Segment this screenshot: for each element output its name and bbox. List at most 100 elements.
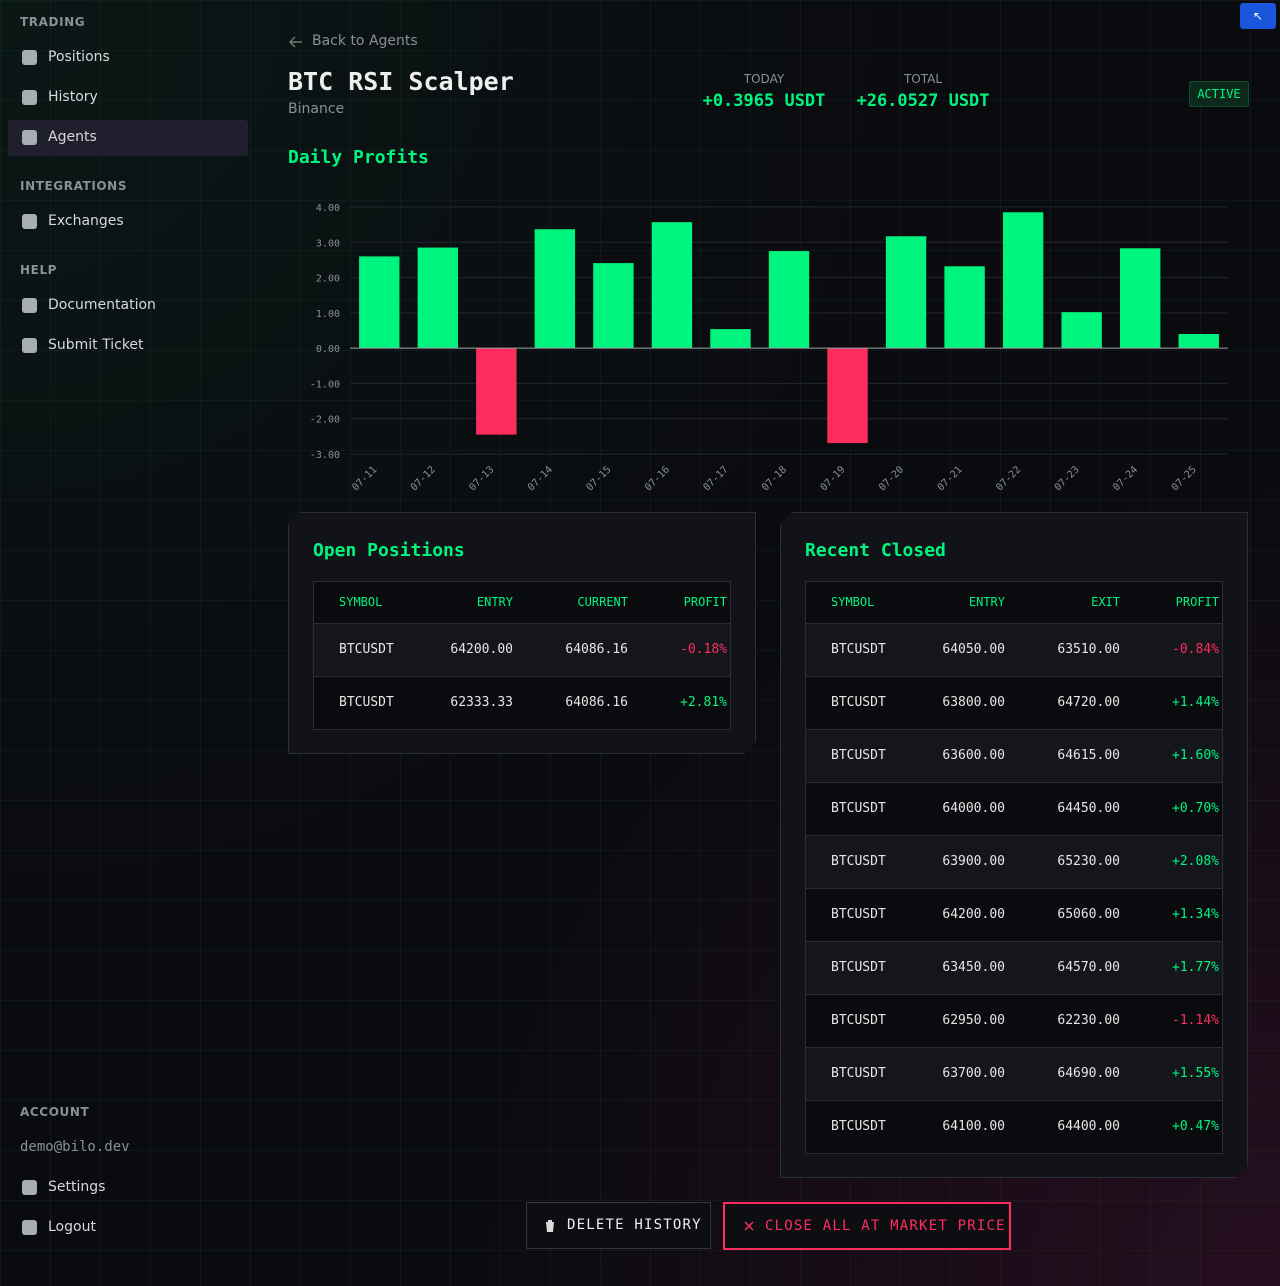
table: SYMBOL ENTRY EXIT PROFIT BTCUSDT 64050.00 6351… xyxy=(805,581,1223,1154)
bar xyxy=(417,247,458,349)
nav-label: Exchanges xyxy=(48,213,124,229)
y-tick-label: 2.00 xyxy=(316,274,340,285)
row-divider xyxy=(806,888,1222,889)
nav-label: Logout xyxy=(48,1219,96,1235)
panel: Open Positions SYMBOL ENTRY CURRENT PROFIT BT… xyxy=(288,512,756,754)
row-divider xyxy=(806,676,1222,677)
table-cell: +1.77% xyxy=(1172,960,1219,975)
row-divider xyxy=(314,676,730,677)
table-cell: 62333.33 xyxy=(450,695,513,710)
section-title: INTEGRATIONS xyxy=(20,179,128,193)
nav-item[interactable]: Positions xyxy=(8,40,248,76)
table-cell: 63800.00 xyxy=(942,695,1005,710)
close-all-button[interactable]: CLOSE ALL AT MARKET PRICE xyxy=(723,1202,1011,1250)
table-cell: +0.47% xyxy=(1172,1119,1219,1134)
row-bg xyxy=(806,624,1222,676)
table-header: ENTRY xyxy=(968,595,1005,609)
nav-item[interactable]: Agents xyxy=(8,120,248,156)
y-tick-label: -3.00 xyxy=(310,450,340,461)
table-cell: 64086.16 xyxy=(565,695,628,710)
table-cell: 64400.00 xyxy=(1057,1119,1120,1134)
nav-icon xyxy=(22,214,37,229)
x-tick-label: 07-11 xyxy=(350,464,379,493)
table-cell: 65060.00 xyxy=(1057,907,1120,922)
delete-history-label: DELETE HISTORY xyxy=(567,1217,702,1233)
row-divider xyxy=(806,994,1222,995)
row-divider xyxy=(806,782,1222,783)
x-tick-label: 07-17 xyxy=(702,464,731,493)
table-cell: -0.84% xyxy=(1172,642,1219,657)
stat-label: TODAY xyxy=(743,72,785,86)
table-cell: +1.34% xyxy=(1172,907,1219,922)
nav-item[interactable]: Submit Ticket xyxy=(8,328,248,364)
nav-item[interactable]: History xyxy=(8,80,248,116)
x-tick-label: 07-24 xyxy=(1111,464,1140,493)
nav-item[interactable]: Documentation xyxy=(8,288,248,324)
table-cell: BTCUSDT xyxy=(831,801,886,816)
y-tick-label: 0.00 xyxy=(316,344,340,355)
stat-label: TOTAL xyxy=(903,72,943,86)
x-tick-label: 07-25 xyxy=(1170,464,1199,493)
nav-icon xyxy=(22,1180,37,1195)
table-cell: 63510.00 xyxy=(1057,642,1120,657)
row-bg xyxy=(314,624,730,676)
nav-item[interactable]: Settings xyxy=(8,1170,248,1206)
table-cell: 62950.00 xyxy=(942,1013,1005,1028)
table-cell: BTCUSDT xyxy=(831,907,886,922)
table-cell: +2.08% xyxy=(1172,854,1219,869)
y-tick-label: 4.00 xyxy=(316,203,340,214)
table-cell: 64570.00 xyxy=(1057,960,1120,975)
x-tick-label: 07-15 xyxy=(584,464,613,493)
y-tick-label: -2.00 xyxy=(310,415,340,426)
nav-item[interactable]: Logout xyxy=(8,1210,248,1246)
table-cell: 64200.00 xyxy=(450,642,513,657)
table-cell: +2.81% xyxy=(680,695,727,710)
bar xyxy=(1002,212,1044,349)
table-cell: BTCUSDT xyxy=(831,642,886,657)
table-header: SYMBOL xyxy=(831,595,875,609)
nav-label: Agents xyxy=(48,129,97,145)
corner-button[interactable]: ↖ xyxy=(1240,3,1276,29)
nav-icon xyxy=(22,50,37,65)
table-cell: -1.14% xyxy=(1172,1013,1219,1028)
x-tick-label: 07-19 xyxy=(819,464,848,493)
delete-history-button[interactable]: DELETE HISTORY xyxy=(526,1202,711,1249)
nav-label: Submit Ticket xyxy=(48,337,144,353)
table-cell: 63600.00 xyxy=(942,748,1005,763)
table-header: SYMBOL xyxy=(339,595,383,609)
account-email: demo@bilo.dev xyxy=(20,1139,130,1155)
table-header: PROFIT xyxy=(1175,595,1219,609)
bar xyxy=(1061,312,1102,349)
table-cell: 64050.00 xyxy=(942,642,1005,657)
table-header: CURRENT xyxy=(577,595,628,609)
table-cell: BTCUSDT xyxy=(339,695,394,710)
table-cell: 64200.00 xyxy=(942,907,1005,922)
back-link[interactable]: Back to Agents xyxy=(312,33,418,49)
nav-icon xyxy=(22,90,37,105)
section-title: HELP xyxy=(20,263,58,277)
back-arrow-icon xyxy=(289,36,302,48)
nav-label: Settings xyxy=(48,1179,106,1195)
nav-item[interactable]: Exchanges xyxy=(8,204,248,240)
table-cell: +1.55% xyxy=(1172,1066,1219,1081)
table-cell: 64100.00 xyxy=(942,1119,1005,1134)
nav-icon xyxy=(22,298,37,313)
agent-title: BTC RSI Scalper xyxy=(288,67,514,96)
y-tick-label: 1.00 xyxy=(316,309,340,320)
row-divider xyxy=(314,623,730,624)
table-cell: 64450.00 xyxy=(1057,801,1120,816)
exchange-name: Binance xyxy=(288,101,345,117)
table-header: ENTRY xyxy=(476,595,513,609)
bar xyxy=(534,229,576,349)
table: SYMBOL ENTRY CURRENT PROFIT BTCUSDT 64200.00 6… xyxy=(313,581,731,730)
nav-icon xyxy=(22,338,37,353)
row-bg xyxy=(806,836,1222,888)
table-cell: 62230.00 xyxy=(1057,1013,1120,1028)
status-badge: ACTIVE xyxy=(1189,81,1249,107)
table-cell: 63900.00 xyxy=(942,854,1005,869)
bar xyxy=(885,236,927,349)
bar xyxy=(1178,334,1219,349)
x-tick-label: 07-12 xyxy=(409,464,438,493)
close-icon xyxy=(744,1221,754,1231)
